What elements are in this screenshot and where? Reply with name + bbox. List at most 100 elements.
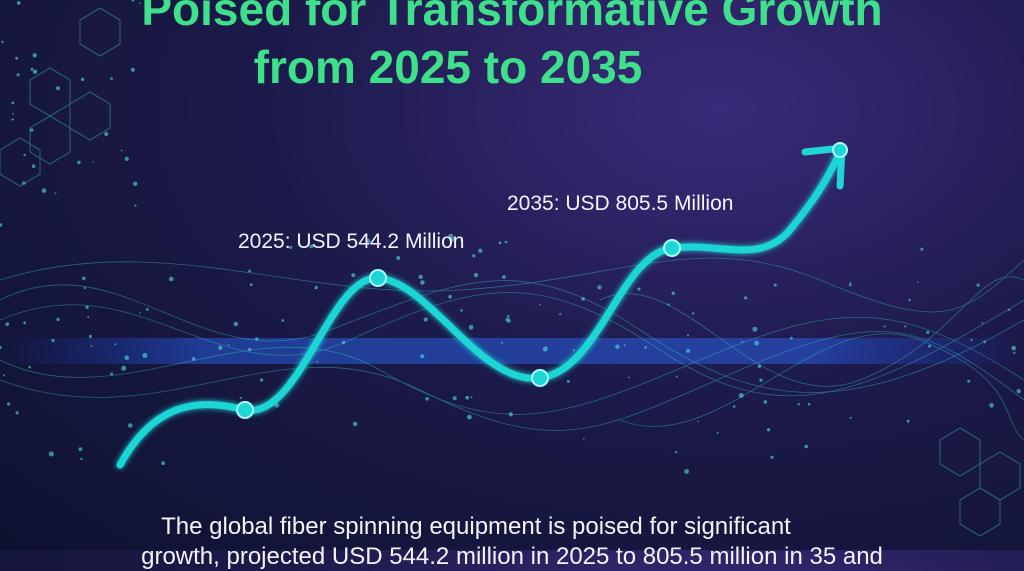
network-node [465, 395, 470, 400]
network-node [128, 423, 133, 428]
network-node [365, 238, 371, 244]
network-node [848, 283, 852, 287]
network-node [752, 326, 758, 332]
network-node [637, 287, 641, 291]
network-node [559, 313, 562, 316]
network-node [757, 364, 762, 369]
network-node [5, 322, 10, 327]
network-node [738, 393, 744, 398]
network-node [763, 400, 768, 404]
network-node [124, 156, 129, 161]
network-node [581, 297, 585, 301]
network-node [145, 308, 149, 311]
network-node [48, 451, 54, 457]
hexagon-pattern [0, 7, 1021, 537]
network-node [1011, 345, 1016, 351]
network-node [908, 298, 911, 302]
network-node [396, 256, 401, 260]
network-node [121, 365, 127, 371]
network-node [85, 305, 89, 309]
network-node [248, 269, 252, 273]
network-node [23, 321, 27, 325]
network-node [56, 86, 60, 91]
network-node [227, 344, 230, 346]
network-node [351, 273, 356, 278]
network-node [716, 431, 719, 434]
network-node [754, 340, 760, 346]
network-node [87, 316, 90, 318]
network-node [468, 324, 474, 330]
network-node [130, 67, 135, 72]
network-node [501, 341, 504, 344]
network-node [470, 396, 473, 399]
network-node [218, 345, 223, 350]
network-node [773, 283, 777, 287]
callout-2025-value: 2025: USD 544.2 Million [238, 230, 465, 253]
network-node [2, 374, 5, 377]
network-node [615, 344, 620, 349]
network-node [917, 281, 919, 283]
network-node [1016, 389, 1021, 394]
network-node [168, 276, 174, 282]
headline-line-1: Poised for Transformative Growth [141, 0, 883, 35]
network-node [316, 361, 319, 363]
network-node [989, 403, 994, 408]
infographic-canvas [0, 0, 1024, 537]
caption-line-1: The global fiber spinning equipment is p… [161, 513, 791, 540]
network-node [41, 188, 47, 193]
network-node [191, 357, 196, 361]
network-node [289, 245, 293, 249]
network-node [507, 314, 510, 318]
network-node [566, 379, 570, 383]
network-node [597, 285, 602, 290]
network-node [309, 244, 314, 249]
network-node [233, 321, 238, 327]
network-node [804, 444, 808, 449]
network-node [418, 274, 423, 280]
network-node [16, 73, 20, 77]
headline-line-2: from 2025 to 2035 [253, 41, 643, 93]
network-node [508, 412, 513, 417]
network-node [110, 372, 114, 376]
network-node [797, 403, 800, 406]
network-node [341, 340, 346, 345]
network-node [134, 204, 137, 207]
network-node [759, 378, 763, 382]
network-node [452, 396, 457, 401]
trend-point [369, 269, 387, 287]
caption-line-2: growth, projected USD 544.2 million in 2… [141, 543, 883, 570]
network-node [12, 113, 14, 115]
network-node [504, 240, 508, 244]
network-node [30, 67, 34, 71]
network-node [80, 457, 83, 461]
network-node [983, 340, 987, 344]
network-node [644, 346, 647, 349]
network-node [104, 132, 109, 136]
network-node [31, 164, 36, 168]
trend-point [663, 239, 681, 257]
network-node [981, 322, 984, 324]
network-node [56, 317, 60, 322]
network-node [686, 334, 690, 337]
network-node [448, 233, 454, 239]
network-node [274, 403, 280, 408]
network-node [1008, 308, 1011, 311]
network-node [32, 53, 37, 58]
network-node [114, 343, 117, 346]
network-node [22, 181, 26, 185]
network-node [337, 237, 340, 240]
network-node [83, 286, 86, 290]
network-node [686, 348, 691, 353]
network-node [139, 2, 141, 5]
network-nodes [0, 0, 1021, 474]
network-node [30, 128, 34, 132]
network-node [239, 396, 242, 399]
network-node [82, 276, 86, 281]
network-node [448, 294, 452, 299]
network-node [684, 469, 689, 474]
network-node [7, 402, 11, 406]
network-node [131, 0, 135, 2]
network-node [420, 280, 425, 285]
network-node [928, 344, 931, 348]
network-node [478, 248, 483, 253]
